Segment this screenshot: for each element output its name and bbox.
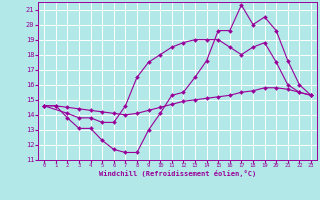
X-axis label: Windchill (Refroidissement éolien,°C): Windchill (Refroidissement éolien,°C): [99, 170, 256, 177]
